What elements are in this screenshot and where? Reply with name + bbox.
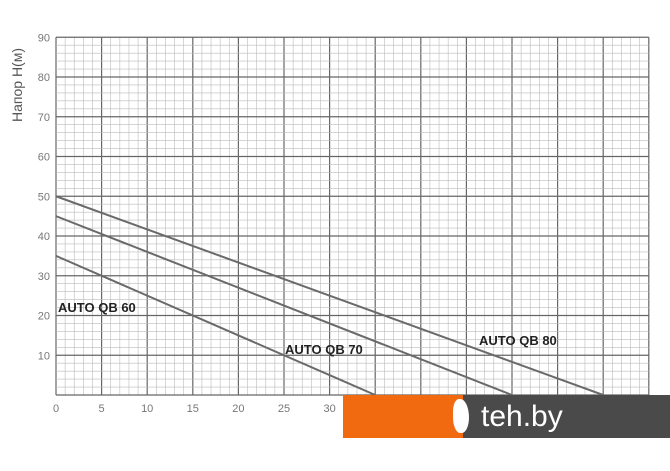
y-tick-label: 90 xyxy=(38,32,50,44)
y-axis-label: Напор Н(м) xyxy=(9,48,25,122)
x-tick-label: 25 xyxy=(278,403,290,415)
x-tick-label: 30 xyxy=(323,403,335,415)
x-tick-label: 10 xyxy=(141,403,153,415)
series-label: AUTO QB 70 xyxy=(285,342,363,357)
x-tick-label: 0 xyxy=(53,403,59,415)
y-tick-label: 50 xyxy=(38,191,50,203)
series-line xyxy=(55,195,604,396)
x-tick-label: 20 xyxy=(232,403,244,415)
series-line xyxy=(55,215,513,396)
x-tick-label: 5 xyxy=(99,403,105,415)
y-tick-label: 30 xyxy=(38,271,50,283)
series-line xyxy=(55,254,376,396)
y-tick-label: 80 xyxy=(38,72,50,84)
x-tick-label: 15 xyxy=(187,403,199,415)
y-tick-label: 20 xyxy=(38,311,50,323)
series-label: AUTO QB 80 xyxy=(479,333,557,348)
watermark: teh.by xyxy=(343,395,670,438)
y-tick-label: 40 xyxy=(38,231,50,243)
y-tick-label: 70 xyxy=(38,112,50,124)
series-label: AUTO QB 60 xyxy=(58,300,136,315)
y-tick-label: 10 xyxy=(38,350,50,362)
watermark-text: teh.by xyxy=(481,399,563,433)
y-tick-label: 60 xyxy=(38,152,50,164)
